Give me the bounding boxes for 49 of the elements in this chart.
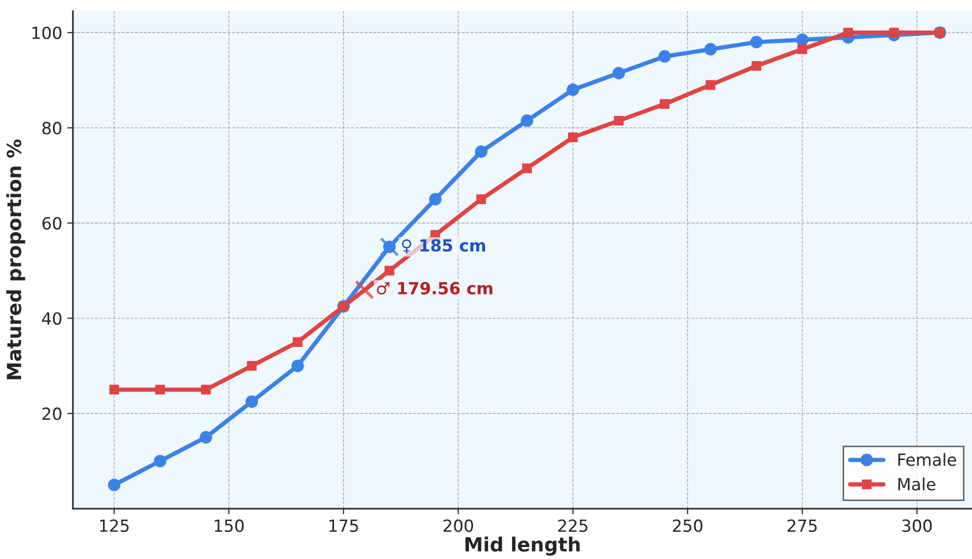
point	[889, 28, 899, 38]
legend-label: Male	[898, 478, 936, 490]
x-tick-label: 200	[444, 519, 474, 532]
point	[429, 192, 442, 206]
y-tick-label: 20	[42, 407, 62, 420]
x-axis-title: Mid length	[466, 536, 580, 556]
point	[750, 36, 763, 48]
point	[568, 132, 578, 142]
point	[566, 83, 580, 96]
x-tick-label: 225	[558, 519, 588, 532]
point	[520, 114, 534, 127]
point	[522, 163, 532, 174]
x-tick-label: 150	[214, 519, 244, 532]
point	[155, 384, 165, 395]
x-tick-label: 175	[329, 520, 358, 532]
y-tick-label: 80	[42, 122, 62, 134]
point	[660, 99, 670, 109]
x-tick-label: 250	[672, 519, 702, 532]
annotation: ♀ 185 cm	[402, 239, 486, 254]
point	[108, 478, 120, 492]
y-tick-label: 100	[32, 26, 62, 40]
x-tick-label: 125	[100, 519, 129, 532]
point	[109, 384, 120, 395]
annotation: ♂ 179.56 cm	[376, 282, 492, 295]
point	[614, 116, 624, 126]
point	[658, 50, 671, 63]
point	[291, 360, 304, 372]
point	[200, 431, 212, 444]
point	[384, 266, 394, 276]
point	[797, 44, 808, 54]
point	[612, 66, 626, 80]
point	[474, 145, 488, 158]
x-tick-label: 275	[788, 519, 817, 532]
point	[246, 361, 257, 371]
point	[476, 194, 486, 204]
y-tick-label: 40	[42, 312, 62, 325]
legend-label: Female	[898, 453, 956, 466]
x-tick-label: 300	[902, 519, 932, 532]
point	[704, 43, 717, 56]
point	[843, 28, 854, 38]
y-tick-label: 60	[42, 217, 62, 230]
point	[201, 384, 211, 395]
y-axis-title: Matured proportion %	[6, 139, 26, 380]
point	[796, 33, 809, 46]
point	[154, 454, 166, 468]
point	[292, 337, 303, 347]
point	[706, 80, 716, 90]
point	[246, 395, 258, 408]
point	[752, 61, 762, 71]
